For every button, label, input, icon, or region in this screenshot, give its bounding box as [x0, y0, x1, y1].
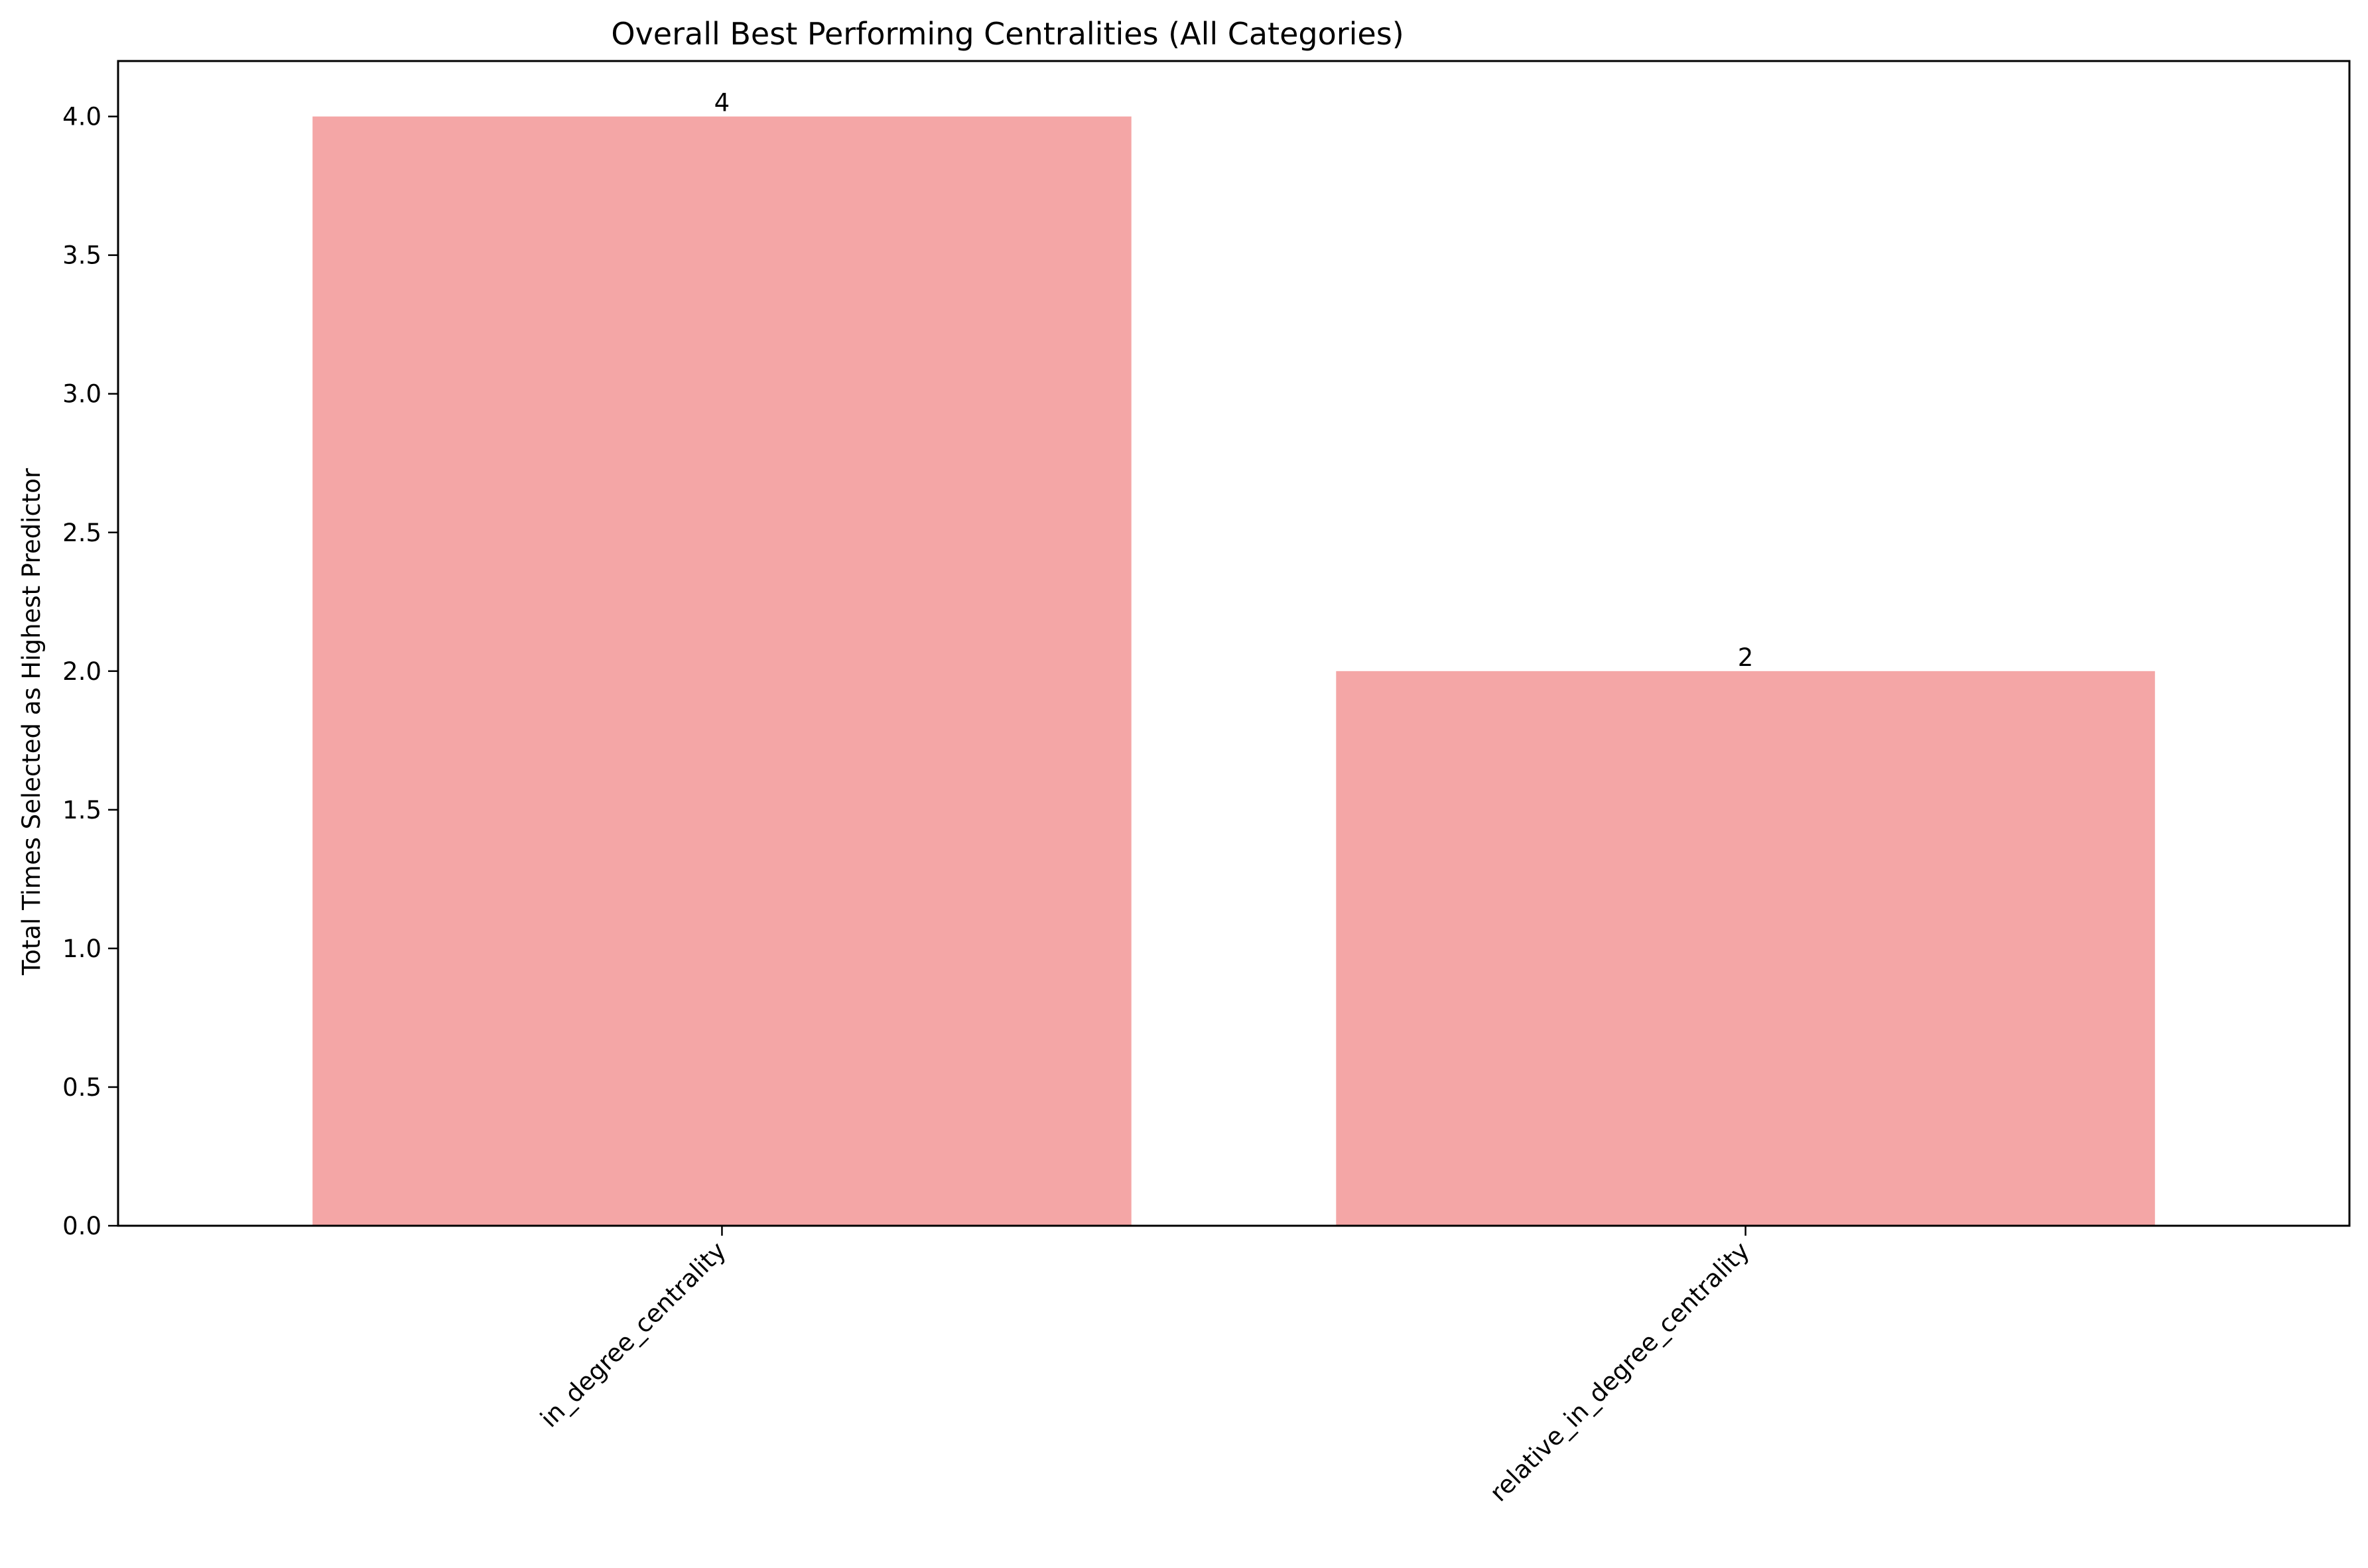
- chart-title: Overall Best Performing Centralities (Al…: [611, 16, 1404, 52]
- y-tick-label: 3.0: [62, 380, 101, 409]
- x-axis-ticks: in_degree_centrality relative_in_degree_c…: [535, 1226, 1755, 1507]
- bar: [1336, 671, 2155, 1226]
- y-tick-label: 4.0: [62, 103, 101, 131]
- y-axis-ticks: 0.0 0.5 1.0 1.5 2.0 2.5 3.0 3.5 4.0: [62, 103, 118, 1240]
- y-tick-label: 0.5: [62, 1073, 101, 1102]
- y-tick-label: 2.0: [62, 657, 101, 686]
- y-tick-label: 2.5: [62, 519, 101, 547]
- x-tick-label: relative_in_degree_centrality: [1484, 1236, 1755, 1507]
- y-axis-label: Total Times Selected as Highest Predicto…: [17, 468, 46, 976]
- y-tick-label: 3.5: [62, 241, 101, 270]
- y-tick-label: 0.0: [62, 1212, 101, 1240]
- y-tick-label: 1.5: [62, 796, 101, 824]
- x-tick-label: in_degree_centrality: [535, 1236, 731, 1433]
- plot-frame: [117, 60, 2351, 1227]
- bar-value-label: 2: [1738, 643, 1754, 672]
- bars-group: 42: [312, 89, 2155, 1226]
- y-tick-label: 1.0: [62, 935, 101, 963]
- bar: [312, 116, 1132, 1226]
- bar-value-label: 4: [714, 89, 730, 117]
